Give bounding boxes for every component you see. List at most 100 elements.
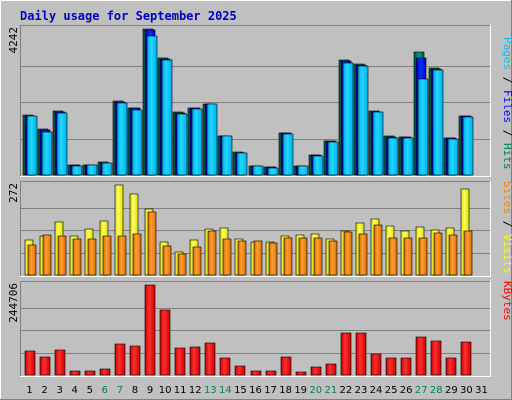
legend-text: Pages / Files / Hits [501,37,512,170]
panel-hits-files-pages: 4242 Pages / Files / Hits [7,25,512,177]
bar-kbytes [234,365,246,376]
bar-kbytes [39,356,51,376]
bar-sites [343,231,353,276]
bar-pages [86,164,98,176]
bar-sites [298,237,308,276]
x-tick-label: 22 [340,385,353,396]
bar-pages [357,65,369,176]
bar-sites [132,233,142,276]
bar-pages [26,115,38,176]
bar-kbytes [250,370,262,376]
bar-pages [41,131,53,176]
x-tick-label: 28 [430,385,443,396]
bar-pages [191,108,203,176]
bar-sites [313,237,323,276]
bar-pages [131,109,143,176]
bar-sites [237,240,247,276]
bar-pages [417,78,429,176]
bar-kbytes [84,370,96,376]
bar-sites [117,235,127,276]
bar-sites [42,234,52,276]
x-tick-label: 18 [279,385,292,396]
x-tick-label: 7 [117,385,123,396]
bar-pages [236,152,248,176]
bar-sites [403,237,413,276]
bar-sites [57,235,67,276]
x-tick-label: 17 [264,385,277,396]
bar-kbytes [370,353,382,376]
bar-pages [101,162,113,176]
bar-kbytes [400,357,412,376]
x-tick-label: 14 [219,385,232,396]
bar-sites [448,234,458,276]
bar-sites [147,211,157,276]
legend-entry: KBytes [501,281,512,321]
x-tick-label: 9 [147,385,153,396]
x-tick-label: 31 [475,385,488,396]
bar-kbytes [445,357,457,376]
x-tick-label: 25 [385,385,398,396]
x-tick-label: 6 [102,385,108,396]
bar-pages [402,137,414,176]
bar-pages [387,137,399,176]
bar-pages [206,103,218,176]
bar-kbytes [310,366,322,376]
bar-sites [328,240,338,276]
y-max-label: 244706 [7,283,20,323]
bar-pages [312,155,324,176]
bar-kbytes [24,350,36,376]
x-tick-label: 23 [355,385,368,396]
plot-area [20,281,491,377]
legend-kbytes: KBytes [501,281,512,321]
x-axis: 1 2 3 4 5 6 7 8 9 10 11 12 13 14 15 16 17 18 19 20 21 22 23 24 2… [26,385,487,396]
x-tick-label: 27 [415,385,428,396]
bar-pages [176,113,188,176]
bar-sites [418,237,428,276]
legend-hits-files-pages: Pages / Files / Hits [501,37,512,170]
chart-title: Daily usage for September 2025 [20,9,237,23]
y-max-label: 272 [7,183,20,203]
legend-entry: / [501,70,512,90]
bar-sites [373,224,383,276]
bar-sites [162,245,172,276]
bar-kbytes [219,357,231,376]
legend-entry: / [501,214,512,234]
bar-pages [56,112,68,176]
panel-kbytes: 244706 KBytes [7,281,512,377]
bar-sites [207,230,217,276]
x-tick-label: 21 [324,385,337,396]
bar-kbytes [430,340,442,376]
x-tick-label: 20 [309,385,322,396]
bar-kbytes [144,284,156,376]
x-tick-label: 29 [445,385,458,396]
bar-sites [72,238,82,276]
bar-kbytes [295,371,307,376]
bar-kbytes [129,345,141,376]
bar-kbytes [355,332,367,376]
bar-sites [27,244,37,276]
bar-kbytes [460,341,472,376]
x-tick-label: 4 [72,385,78,396]
y-max-label: 4242 [7,27,20,54]
x-tick-label: 2 [41,385,47,396]
legend-entry: Pages [501,37,512,70]
bar-pages [267,167,279,176]
legend-entry: / [501,123,512,143]
bar-pages [221,135,233,176]
bar-sites [253,240,263,276]
x-tick-label: 19 [294,385,307,396]
x-tick-label: 5 [87,385,93,396]
x-tick-label: 16 [249,385,262,396]
bar-sites [192,246,202,276]
bar-pages [161,59,173,176]
x-tick-label: 15 [234,385,247,396]
bar-sites [268,242,278,276]
bar-kbytes [99,368,111,376]
legend-text: Sites / Visits [501,181,512,274]
legend-entry: Visits [501,234,512,274]
bar-kbytes [174,347,186,376]
bar-kbytes [385,357,397,376]
bar-kbytes [325,363,337,376]
bar-pages [297,165,309,176]
